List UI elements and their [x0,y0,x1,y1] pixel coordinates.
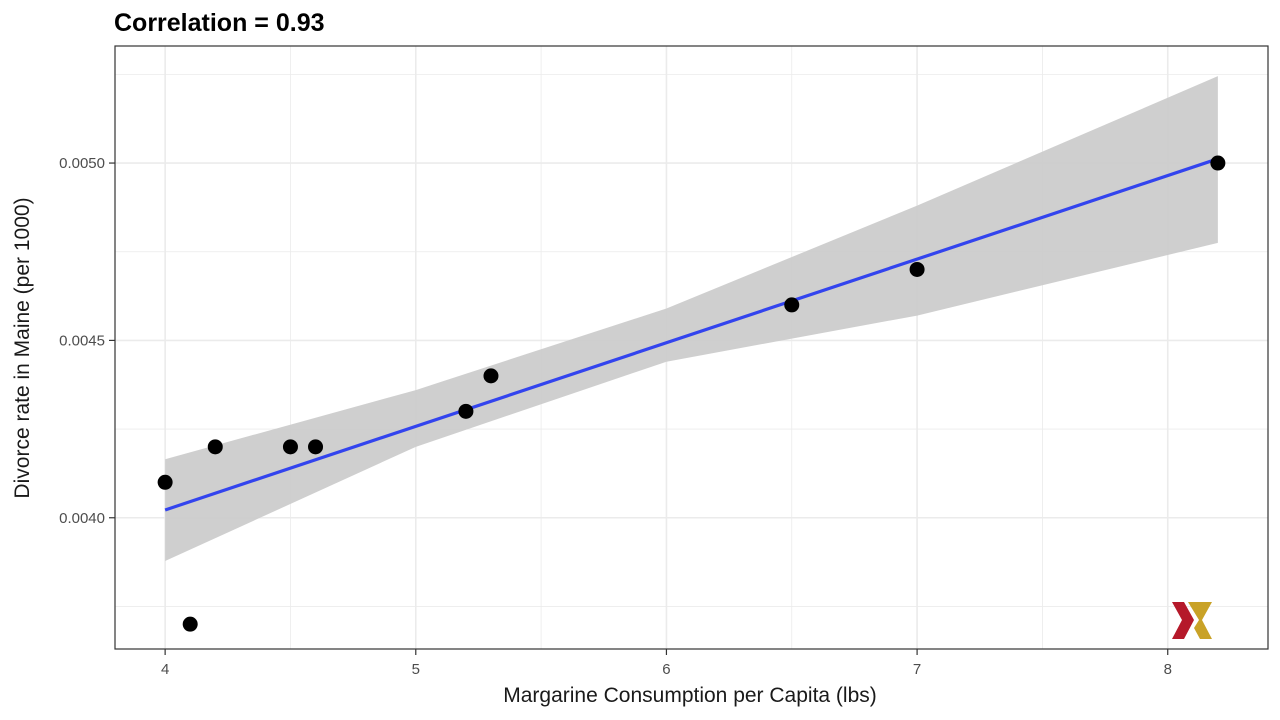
data-point [483,368,499,384]
x-tick-label: 4 [161,661,169,678]
x-axis-ticks: 4 5 6 7 8 [161,649,1172,678]
chart-title: Correlation = 0.93 [114,9,325,37]
x-tick-label: 5 [412,661,420,678]
data-point [157,474,173,490]
data-point [182,616,198,632]
x-tick-label: 8 [1164,661,1172,678]
data-point [458,403,474,419]
x-logo-icon [1172,602,1212,639]
data-point [308,439,324,455]
fit-line-layer [164,157,1219,512]
x-tick-label: 7 [913,661,921,678]
data-point [909,261,925,277]
confidence-band-layer [165,76,1218,562]
data-point [1210,155,1226,171]
y-axis-label: Divorce rate in Maine (per 1000) [11,197,34,498]
y-tick-label: 0.0040 [59,510,105,527]
fit-line [164,157,1219,512]
data-points [157,155,1226,632]
x-tick-label: 6 [662,661,670,678]
confidence-band [165,76,1218,562]
y-tick-label: 0.0045 [59,332,105,349]
y-tick-label: 0.0050 [59,155,105,172]
x-axis-label: Margarine Consumption per Capita (lbs) [503,684,877,707]
data-point [784,297,800,313]
y-axis-ticks: 0.0040 0.0045 0.0050 [59,155,115,527]
data-point [282,439,298,455]
panel-border [114,45,1269,650]
data-point [207,439,223,455]
